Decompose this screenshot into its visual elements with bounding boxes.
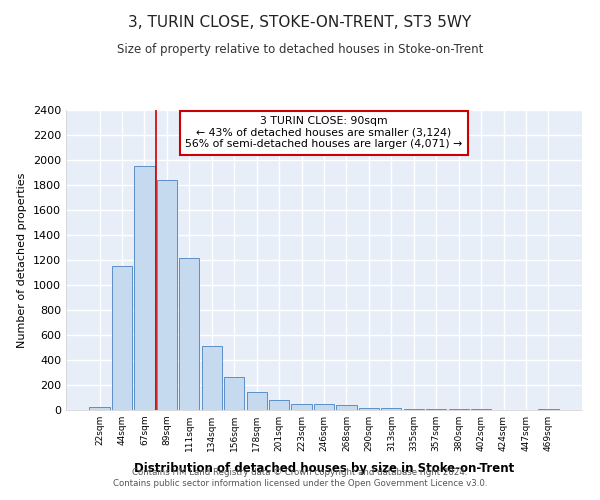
X-axis label: Distribution of detached houses by size in Stoke-on-Trent: Distribution of detached houses by size … <box>134 462 514 475</box>
Bar <box>269 400 289 410</box>
Bar <box>404 409 424 410</box>
Bar <box>89 407 110 410</box>
Bar <box>381 408 401 410</box>
Bar <box>337 405 356 410</box>
Bar <box>359 408 379 410</box>
Y-axis label: Number of detached properties: Number of detached properties <box>17 172 28 348</box>
Text: Size of property relative to detached houses in Stoke-on-Trent: Size of property relative to detached ho… <box>117 42 483 56</box>
Text: 3, TURIN CLOSE, STOKE-ON-TRENT, ST3 5WY: 3, TURIN CLOSE, STOKE-ON-TRENT, ST3 5WY <box>128 15 472 30</box>
Bar <box>157 180 177 410</box>
Bar <box>112 266 132 410</box>
Bar <box>224 377 244 410</box>
Bar <box>202 346 222 410</box>
Bar <box>292 404 311 410</box>
Text: Contains HM Land Registry data © Crown copyright and database right 2024.
Contai: Contains HM Land Registry data © Crown c… <box>113 468 487 487</box>
Text: 3 TURIN CLOSE: 90sqm
← 43% of detached houses are smaller (3,124)
56% of semi-de: 3 TURIN CLOSE: 90sqm ← 43% of detached h… <box>185 116 463 149</box>
Bar <box>134 166 155 410</box>
Bar <box>179 258 199 410</box>
Bar <box>247 392 267 410</box>
Bar <box>314 404 334 410</box>
